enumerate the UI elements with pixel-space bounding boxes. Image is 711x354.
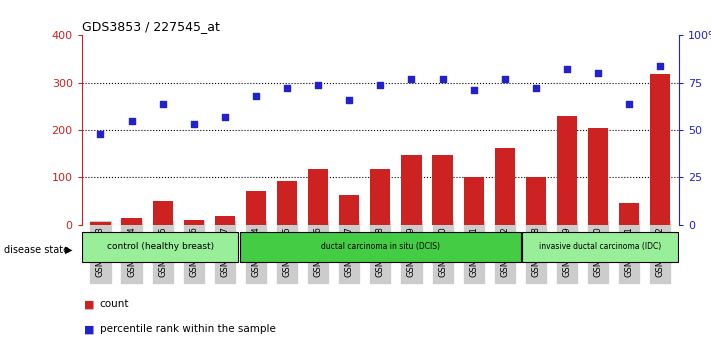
Bar	[183, 220, 204, 225]
Point	[95, 131, 106, 137]
Text: ▶: ▶	[65, 245, 73, 255]
Bar	[339, 195, 359, 225]
Point	[343, 97, 355, 103]
Point	[624, 101, 635, 107]
Bar	[464, 177, 483, 225]
Bar	[432, 155, 453, 225]
Bar	[90, 222, 110, 225]
Bar	[240, 232, 521, 262]
Bar	[215, 216, 235, 225]
Point	[188, 121, 199, 127]
Text: ■: ■	[84, 324, 95, 334]
Point	[468, 87, 479, 93]
Bar	[619, 202, 639, 225]
Bar	[308, 169, 328, 225]
Text: ■: ■	[84, 299, 95, 309]
Text: ductal carcinoma in situ (DCIS): ductal carcinoma in situ (DCIS)	[321, 242, 440, 251]
Point	[437, 76, 448, 82]
Point	[282, 86, 293, 91]
Bar	[495, 148, 515, 225]
Bar	[526, 177, 546, 225]
Point	[406, 76, 417, 82]
Bar	[82, 232, 238, 262]
Text: disease state: disease state	[4, 245, 69, 255]
Bar	[588, 128, 608, 225]
Bar	[557, 116, 577, 225]
Bar	[153, 201, 173, 225]
Bar	[277, 181, 297, 225]
Point	[250, 93, 262, 99]
Point	[219, 114, 230, 120]
Bar	[122, 218, 141, 225]
Point	[562, 67, 573, 72]
Bar	[523, 232, 678, 262]
Text: invasive ductal carcinoma (IDC): invasive ductal carcinoma (IDC)	[540, 242, 661, 251]
Point	[530, 86, 542, 91]
Bar	[651, 74, 670, 225]
Text: count: count	[100, 299, 129, 309]
Point	[157, 101, 169, 107]
Text: control (healthy breast): control (healthy breast)	[107, 242, 214, 251]
Point	[375, 82, 386, 87]
Point	[592, 70, 604, 76]
Text: GDS3853 / 227545_at: GDS3853 / 227545_at	[82, 20, 220, 33]
Bar	[246, 191, 266, 225]
Bar	[370, 170, 390, 225]
Point	[655, 63, 666, 69]
Point	[126, 118, 137, 124]
Point	[499, 76, 510, 82]
Bar	[402, 155, 422, 225]
Text: percentile rank within the sample: percentile rank within the sample	[100, 324, 275, 334]
Point	[313, 82, 324, 87]
